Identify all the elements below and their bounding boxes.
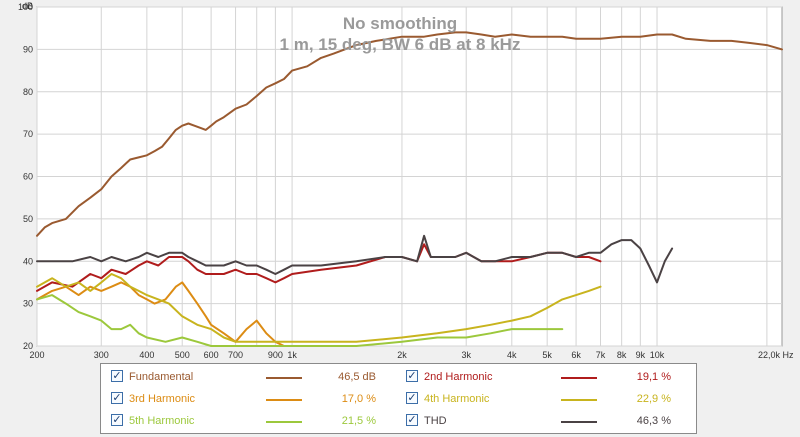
series-line-fundamental	[36, 31, 783, 237]
frequency-response-chart: 20 30 40 50 60 70 80 90 100 200 300 400 500 600 700 900…	[18, 1, 794, 360]
legend-value: 22,9 %	[636, 393, 671, 405]
x-tick-label: 10k	[650, 350, 665, 360]
legend-item-fundamental: ✓ Fundamental 46,5 dB	[111, 367, 396, 387]
x-tick-label: 8k	[617, 350, 627, 360]
y-tick-label: 40	[23, 256, 33, 266]
legend-label: 2nd Harmonic	[424, 371, 493, 383]
legend-checkbox-4th-harmonic[interactable]: ✓	[406, 392, 418, 404]
y-tick-label: 60	[23, 172, 33, 182]
x-tick-label: 22,0k Hz	[758, 350, 794, 360]
legend-value: 19,1 %	[636, 371, 671, 383]
legend-value: 46,5 dB	[338, 371, 376, 383]
legend-value: 46,3 %	[636, 415, 671, 427]
legend-item-4th-harmonic: ✓ 4th Harmonic 22,9 %	[406, 389, 691, 409]
legend: ✓ Fundamental 46,5 dB ✓ 2nd Harmonic 19,1 % ✓ 3…	[100, 363, 697, 434]
legend-item-2nd-harmonic: ✓ 2nd Harmonic 19,1 %	[406, 367, 691, 387]
x-tick-label: 400	[139, 350, 154, 360]
x-tick-label: 200	[29, 350, 44, 360]
x-tick-label: 1k	[287, 350, 297, 360]
legend-label: 5th Harmonic	[129, 415, 195, 427]
legend-checkbox-thd[interactable]: ✓	[406, 414, 418, 426]
legend-checkbox-5th-harmonic[interactable]: ✓	[111, 414, 123, 426]
chart-title: No smoothing	[343, 14, 457, 33]
x-tick-label: 7k	[596, 350, 606, 360]
series-line-5th-harmonic	[36, 294, 564, 347]
series-line-3rd-harmonic	[36, 281, 309, 347]
legend-swatch	[266, 399, 302, 401]
y-tick-label: 100	[18, 2, 33, 12]
y-axis-unit-label: dB	[22, 1, 33, 11]
series-line-4th-harmonic	[36, 273, 602, 343]
legend-item-thd: ✓ THD 46,3 %	[406, 411, 691, 431]
legend-checkbox-2nd-harmonic[interactable]: ✓	[406, 370, 418, 382]
legend-swatch	[266, 421, 302, 423]
legend-swatch	[561, 377, 597, 379]
legend-value: 21,5 %	[341, 415, 376, 427]
x-tick-label: 900	[268, 350, 283, 360]
y-tick-label: 30	[23, 299, 33, 309]
y-tick-label: 90	[23, 44, 33, 54]
legend-swatch	[266, 377, 302, 379]
legend-swatch	[561, 399, 597, 401]
legend-item-5th-harmonic: ✓ 5th Harmonic 21,5 %	[111, 411, 396, 431]
legend-label: 3rd Harmonic	[129, 393, 196, 405]
legend-label: 4th Harmonic	[424, 393, 490, 405]
legend-swatch	[561, 421, 597, 423]
y-tick-label: 80	[23, 87, 33, 97]
legend-label: Fundamental	[129, 371, 194, 383]
series-line-thd	[36, 234, 674, 284]
x-tick-label: 6k	[571, 350, 581, 360]
legend-checkbox-3rd-harmonic[interactable]: ✓	[111, 392, 123, 404]
x-tick-label: 500	[175, 350, 190, 360]
x-tick-label: 4k	[507, 350, 517, 360]
legend-value: 17,0 %	[341, 393, 376, 405]
x-tick-label: 3k	[461, 350, 471, 360]
legend-item-3rd-harmonic: ✓ 3rd Harmonic 17,0 %	[111, 389, 396, 409]
y-tick-label: 20	[23, 341, 33, 351]
x-tick-label: 300	[94, 350, 109, 360]
legend-checkbox-fundamental[interactable]: ✓	[111, 370, 123, 382]
x-tick-label: 600	[204, 350, 219, 360]
y-tick-label: 50	[23, 214, 33, 224]
x-tick-label: 9k	[636, 350, 646, 360]
x-tick-label: 2k	[397, 350, 407, 360]
x-tick-label: 700	[228, 350, 243, 360]
chart-subtitle: 1 m, 15 deg, BW 6 dB at 8 kHz	[280, 35, 521, 54]
y-tick-label: 70	[23, 129, 33, 139]
legend-label: THD	[424, 415, 447, 427]
x-tick-label: 5k	[542, 350, 552, 360]
